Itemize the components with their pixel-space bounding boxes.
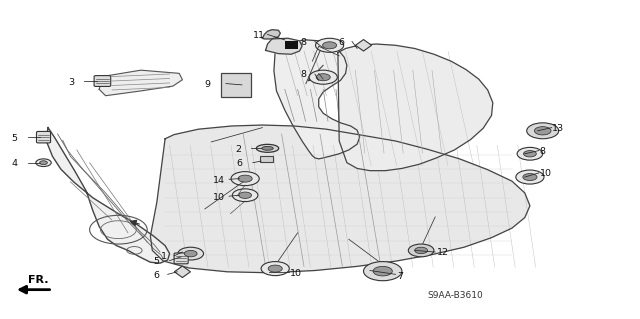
FancyBboxPatch shape (36, 131, 51, 143)
Text: 10: 10 (213, 193, 225, 202)
Text: 11: 11 (253, 31, 265, 40)
Text: 6: 6 (154, 271, 159, 280)
Circle shape (415, 247, 428, 254)
Polygon shape (99, 70, 182, 96)
Circle shape (408, 244, 434, 257)
Circle shape (309, 70, 337, 84)
Text: 2: 2 (236, 145, 241, 154)
Text: 5: 5 (12, 134, 17, 143)
Ellipse shape (262, 146, 273, 150)
Text: 14: 14 (213, 176, 225, 185)
Polygon shape (46, 128, 170, 263)
Circle shape (534, 127, 551, 135)
Circle shape (524, 151, 536, 157)
Circle shape (527, 123, 559, 139)
Polygon shape (355, 40, 372, 51)
Circle shape (232, 189, 258, 202)
Circle shape (36, 159, 51, 167)
Text: 9: 9 (205, 80, 211, 89)
Polygon shape (262, 30, 280, 39)
Text: 6: 6 (237, 159, 243, 168)
Text: 12: 12 (436, 248, 449, 257)
Text: S9AA-B3610: S9AA-B3610 (428, 292, 483, 300)
Circle shape (184, 250, 197, 257)
Text: 4: 4 (12, 159, 17, 168)
Text: 8: 8 (301, 70, 307, 79)
Circle shape (523, 174, 537, 181)
Text: 8: 8 (301, 38, 307, 47)
Circle shape (268, 265, 282, 272)
Circle shape (316, 74, 330, 81)
Bar (260, 156, 273, 162)
Bar (285, 41, 298, 49)
Polygon shape (266, 38, 302, 54)
Text: 10: 10 (290, 269, 302, 278)
Circle shape (261, 262, 289, 276)
FancyBboxPatch shape (94, 76, 111, 86)
Circle shape (364, 262, 402, 281)
Text: 6: 6 (338, 38, 344, 47)
Text: 1: 1 (161, 252, 167, 261)
Circle shape (517, 147, 543, 160)
Polygon shape (150, 125, 530, 273)
Text: 7: 7 (397, 272, 403, 281)
Circle shape (373, 266, 392, 276)
Text: 5: 5 (154, 257, 159, 266)
Text: 8: 8 (540, 147, 545, 156)
FancyBboxPatch shape (221, 73, 251, 97)
Circle shape (323, 42, 337, 49)
Circle shape (238, 175, 252, 182)
Polygon shape (338, 44, 493, 171)
Circle shape (239, 192, 252, 198)
Circle shape (40, 161, 47, 165)
Ellipse shape (256, 144, 279, 152)
Circle shape (516, 170, 544, 184)
Polygon shape (174, 266, 191, 278)
Circle shape (178, 247, 204, 260)
FancyBboxPatch shape (174, 253, 188, 264)
Circle shape (316, 38, 344, 52)
Text: 3: 3 (68, 78, 75, 87)
Text: 10: 10 (540, 169, 552, 178)
Polygon shape (274, 40, 360, 159)
Text: 13: 13 (552, 124, 564, 133)
Circle shape (231, 172, 259, 186)
Text: FR.: FR. (28, 275, 49, 285)
